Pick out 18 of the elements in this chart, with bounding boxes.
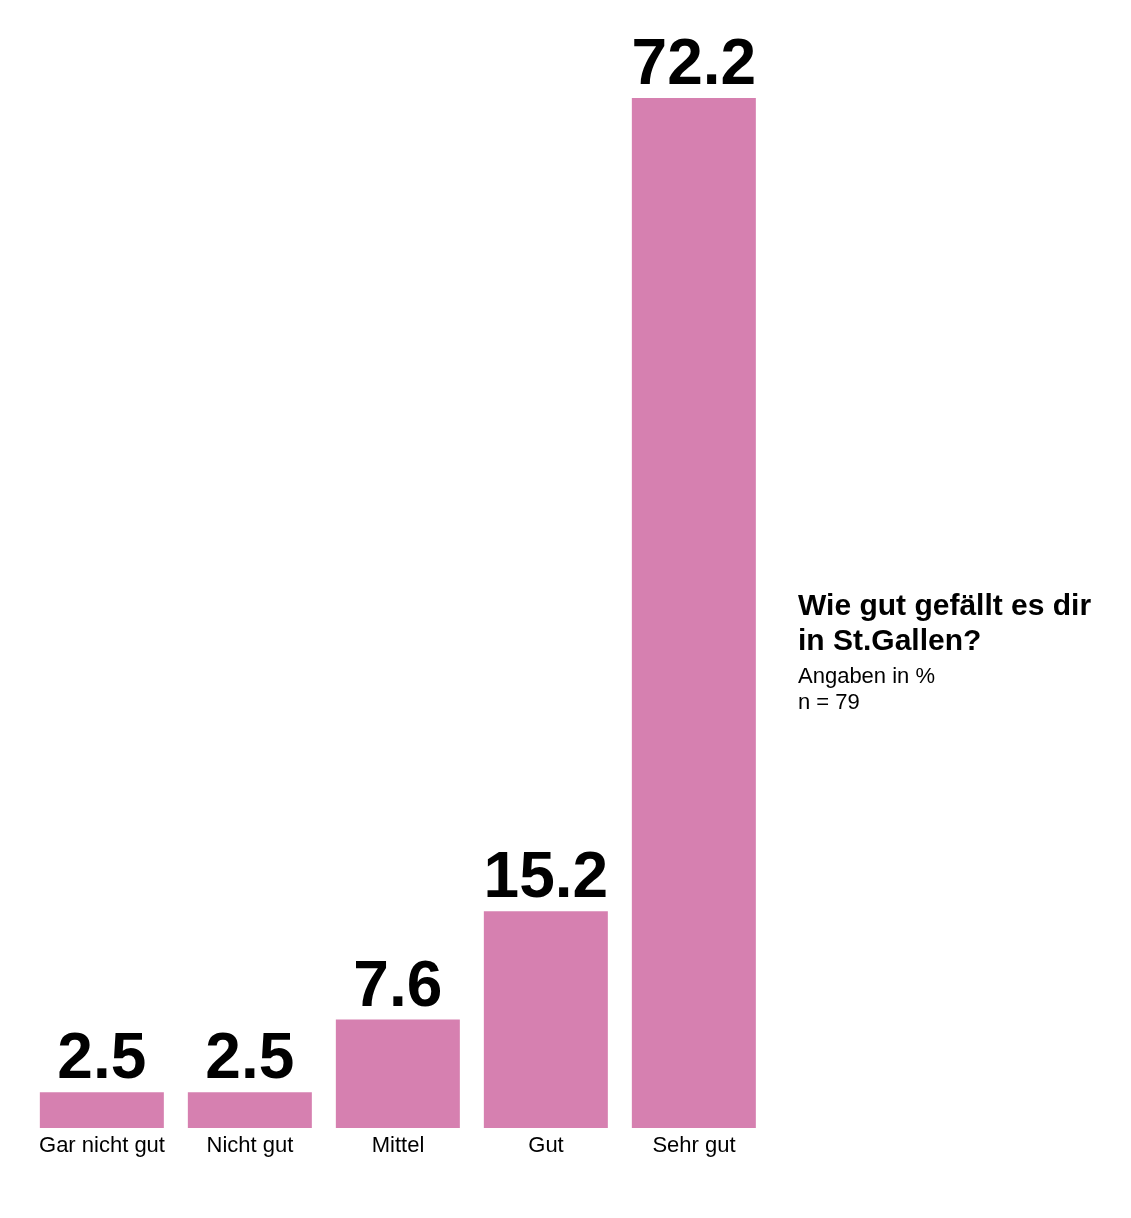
bar: [39, 1092, 164, 1128]
x-tick-label: Sehr gut: [652, 1131, 736, 1157]
x-tick-label: Nicht gut: [206, 1131, 294, 1157]
bar: [335, 1019, 460, 1128]
data-label: 72.2: [631, 26, 757, 98]
bar: [187, 1092, 312, 1128]
x-tick-label: Gar nicht gut: [39, 1131, 165, 1157]
text: Wie gut gefällt es dir in St.Gallen?: [798, 588, 1093, 657]
text: Angaben in %: [798, 663, 936, 689]
bar: [483, 911, 608, 1128]
x-tick-label: Mittel: [371, 1131, 425, 1157]
data-label: 2.5: [57, 1020, 147, 1093]
x-tick-label: Gut: [528, 1131, 564, 1157]
text: n = 79: [798, 689, 861, 715]
data-label: 15.2: [483, 839, 609, 912]
data-label: 2.5: [205, 1020, 295, 1093]
bar: [631, 98, 756, 1128]
data-label: 7.6: [353, 947, 443, 1020]
